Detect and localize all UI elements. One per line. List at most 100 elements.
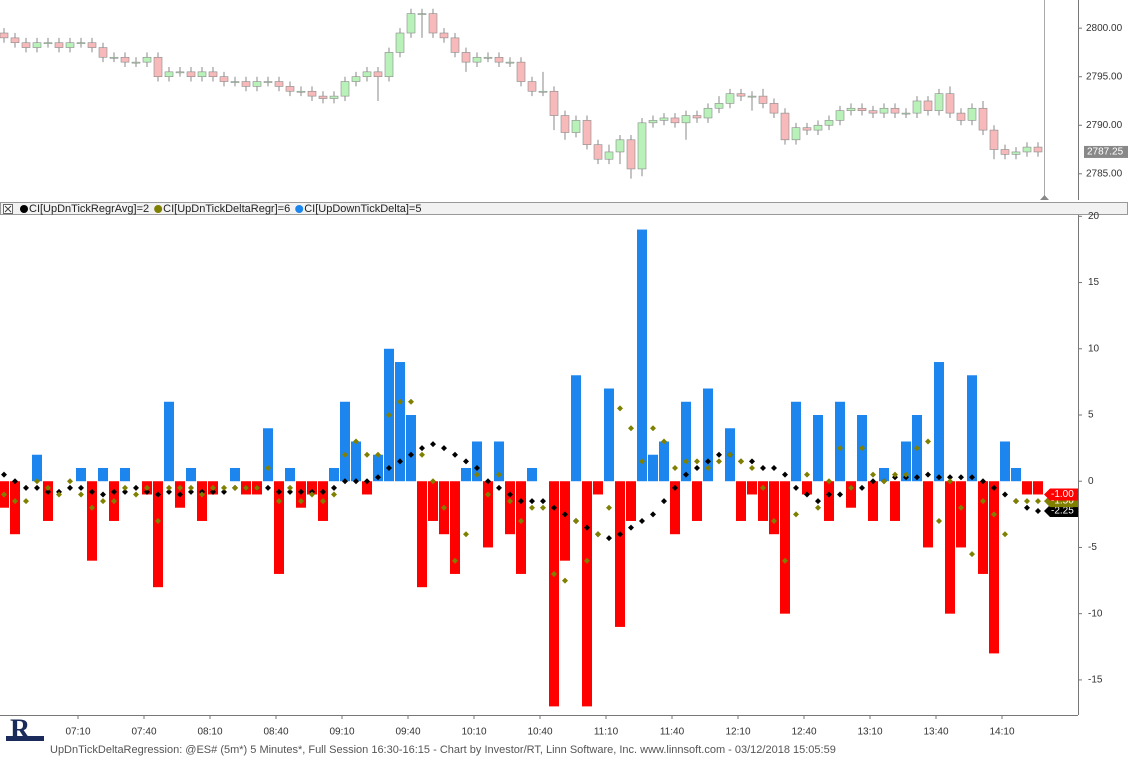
regression-dot — [1035, 498, 1041, 505]
regression-dot — [12, 498, 18, 505]
regression-dot — [595, 531, 601, 538]
candle-body — [989, 129, 999, 150]
regression-dot — [573, 517, 579, 524]
last-value-box — [1044, 488, 1078, 501]
regression-dot — [507, 491, 513, 498]
candle-body — [417, 13, 427, 15]
candle-body — [670, 117, 680, 124]
value-tick-label: 10 — [1088, 343, 1100, 354]
regression-dot — [67, 478, 73, 485]
regression-dot — [276, 498, 282, 505]
regression-dot — [353, 438, 359, 445]
delta-bar — [505, 481, 515, 535]
regression-dot — [342, 451, 348, 458]
candle-body — [120, 56, 130, 63]
regression-dot — [1, 491, 7, 498]
delta-bar — [76, 467, 86, 482]
time-tick-label: 11:10 — [594, 727, 619, 738]
candle-body — [857, 107, 867, 111]
regression-dot — [364, 478, 370, 485]
regression-dot — [474, 464, 480, 471]
regression-dot — [375, 474, 381, 481]
regression-dot — [133, 491, 139, 498]
regression-dot — [661, 438, 667, 445]
regression-dot — [232, 484, 238, 491]
regression-dot — [320, 488, 326, 495]
candle-body — [285, 86, 295, 92]
candle-body — [241, 81, 251, 87]
delta-bar — [1033, 481, 1043, 495]
regression-dot — [1024, 504, 1030, 511]
delta-bar — [527, 467, 537, 482]
candle-body — [912, 100, 922, 114]
regression-dot — [419, 445, 425, 452]
regression-dot — [122, 488, 128, 495]
close-icon[interactable] — [4, 205, 12, 213]
regression-dot — [672, 464, 678, 471]
time-tick-label: 09:10 — [329, 727, 354, 738]
candle-body — [835, 110, 845, 121]
time-tick-label: 07:10 — [65, 727, 90, 738]
regression-dot — [287, 488, 293, 495]
regression-dot — [430, 478, 436, 485]
regression-dot — [353, 478, 359, 485]
time-tick-label: 13:10 — [857, 727, 882, 738]
value-tick-label: 0 — [1088, 476, 1094, 487]
delta-bar — [967, 375, 977, 482]
regression-dot — [958, 504, 964, 511]
regression-dot — [34, 478, 40, 485]
delta-bar — [263, 428, 273, 482]
candle-body — [406, 13, 416, 34]
candle-body — [296, 90, 306, 93]
candle-body — [901, 112, 911, 115]
candle-body — [615, 139, 625, 153]
delta-bar — [395, 362, 405, 482]
delta-bar — [956, 481, 966, 548]
regression-dot — [89, 504, 95, 511]
regression-dot — [606, 535, 612, 542]
delta-bar — [329, 467, 339, 482]
regression-dot — [793, 511, 799, 518]
candle-body — [879, 107, 889, 114]
regression-dot — [529, 498, 535, 505]
delta-bar — [307, 481, 317, 495]
candle-body — [54, 42, 64, 48]
regression-dot — [386, 464, 392, 471]
candle-body — [329, 95, 339, 99]
candle-body — [483, 56, 493, 59]
delta-bar — [703, 388, 713, 482]
cursor-marker — [1040, 195, 1049, 200]
value-tick-label: -15 — [1088, 675, 1103, 686]
candle-body — [373, 71, 383, 77]
candle-body — [252, 81, 262, 87]
regression-dot — [947, 478, 953, 485]
regression-dot — [397, 458, 403, 465]
regression-dot — [617, 405, 623, 412]
time-tick-label: 08:40 — [263, 727, 288, 738]
regression-dot — [89, 488, 95, 495]
delta-bar — [153, 481, 163, 588]
regression-dot — [1002, 531, 1008, 538]
regression-dot — [188, 488, 194, 495]
regression-dot — [1024, 498, 1030, 505]
regression-dot — [958, 474, 964, 481]
regression-dot — [463, 458, 469, 465]
last-value-label: -1.50 — [1051, 496, 1074, 507]
time-tick-label: 14:10 — [989, 727, 1014, 738]
candle-body — [549, 90, 559, 116]
regression-dot — [320, 498, 326, 505]
candle-body — [395, 32, 405, 53]
price-tick-label: 2790.00 — [1086, 120, 1123, 131]
candle-body — [637, 122, 647, 170]
regression-dot — [639, 458, 645, 465]
delta-bar — [186, 467, 196, 482]
regression-dot — [826, 478, 832, 485]
regression-dot — [23, 498, 29, 505]
candle-body — [747, 95, 757, 98]
candle-body — [87, 42, 97, 48]
regression-dot — [650, 511, 656, 518]
candle-body — [142, 56, 152, 63]
regression-dot — [111, 488, 117, 495]
regression-dot — [45, 488, 51, 495]
regression-dot — [1002, 491, 1008, 498]
